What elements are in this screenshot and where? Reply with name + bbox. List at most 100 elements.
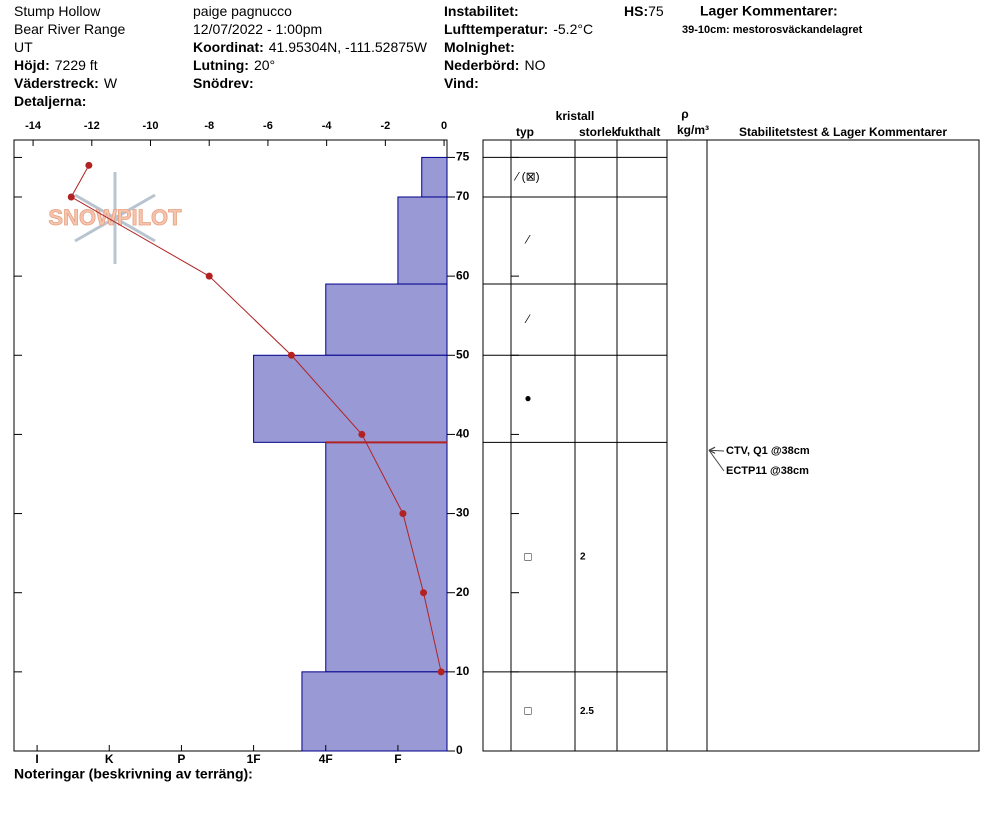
y-tick-label: 60 <box>456 268 470 282</box>
field-label: Lutning: <box>193 57 249 73</box>
y-tick-label: 20 <box>456 585 470 599</box>
field-label: 39-10cm: <box>682 24 730 36</box>
col-density: kg/m³ <box>677 123 709 137</box>
logo-text: SNOWPILOT <box>48 205 182 230</box>
grain-type: □ <box>524 549 531 563</box>
grain-type: ⁄ <box>524 312 531 326</box>
grain-type: □ <box>524 704 531 718</box>
header-field: Vind: <box>444 75 479 91</box>
hardness-tick-label: 1F <box>247 752 261 766</box>
field-value: Bear River Range <box>14 21 125 37</box>
hardness-tick-label: I <box>35 752 38 766</box>
header-field: Höjd: 7229 ft <box>14 57 98 73</box>
x-tick-label: -2 <box>380 120 390 132</box>
field-value: Stump Hollow <box>14 3 101 19</box>
field-value: UT <box>14 39 33 55</box>
y-tick-label: 40 <box>456 427 470 441</box>
header-field: Nederbörd: NO <box>444 57 546 73</box>
temperature-point <box>205 272 213 280</box>
y-tick-label: 70 <box>456 189 470 203</box>
col-type: typ <box>516 125 534 139</box>
y-tick-label: 75 <box>456 150 470 164</box>
temperature-line <box>70 165 442 672</box>
grain-size: 2 <box>580 552 586 563</box>
grain-size: 2.5 <box>580 706 594 717</box>
field-label: Lufttemperatur: <box>444 21 548 37</box>
field-label: Höjd: <box>14 57 50 73</box>
y-tick-label: 10 <box>456 664 470 678</box>
header-field: Detaljerna: <box>14 93 86 109</box>
hardness-tick-label: P <box>177 752 185 766</box>
header-field: HS:75 <box>624 3 664 19</box>
y-tick-label: 50 <box>456 347 470 361</box>
header-field: Snödrev: <box>193 75 254 91</box>
field-value: 7229 ft <box>55 57 98 73</box>
field-label: Snödrev: <box>193 75 254 91</box>
temperature-point <box>358 430 366 438</box>
hardness-tick-label: K <box>105 752 114 766</box>
temperature-point <box>420 589 428 597</box>
header-field: UT <box>14 39 33 55</box>
field-label: Instabilitet: <box>444 3 519 19</box>
layer-bar <box>325 283 448 356</box>
header-field: Bear River Range <box>14 21 125 37</box>
layer-bar <box>397 196 448 285</box>
col-moisture: fukthalt <box>617 125 660 139</box>
col-tests: Stabilitetstest & Lager Kommentarer <box>739 125 947 139</box>
x-tick-label: -12 <box>84 120 100 132</box>
header-field: Molnighet: <box>444 39 515 55</box>
table-frame <box>482 139 980 752</box>
grain-type: ⁄ (⊠) <box>513 169 539 183</box>
field-label: Väderstreck: <box>14 75 99 91</box>
grain-type: ⁄ <box>524 233 531 247</box>
header-field: Lutning: 20° <box>193 57 275 73</box>
hardness-tick-label: 4F <box>319 752 333 766</box>
field-label: Nederbörd: <box>444 57 519 73</box>
field-value: 41.95304N, -111.52875W <box>269 39 428 55</box>
col-size: storlek <box>579 125 619 139</box>
header-field: paige pagnucco <box>193 3 292 19</box>
field-value: 12/07/2022 - 1:00pm <box>193 21 322 37</box>
layer-bar <box>421 156 448 198</box>
field-label: Koordinat: <box>193 39 264 55</box>
arrow-head <box>708 446 716 454</box>
field-label: Detaljerna: <box>14 93 86 109</box>
header-field: Väderstreck: W <box>14 75 118 91</box>
header-field: Instabilitet: <box>444 3 519 19</box>
temperature-point <box>67 193 75 201</box>
col-rho: ρ <box>681 107 688 121</box>
x-tick-label: -14 <box>25 120 42 132</box>
field-value: 20° <box>254 57 275 73</box>
temperature-point <box>85 161 93 169</box>
test-arrow <box>708 449 725 452</box>
table-columns <box>510 140 708 751</box>
layer-bar <box>253 354 448 443</box>
hardness-tick-label: F <box>394 752 401 766</box>
logo <box>74 172 156 264</box>
col-crystal: kristall <box>556 109 595 123</box>
field-value: paige pagnucco <box>193 3 292 19</box>
header-field: Stump Hollow <box>14 3 101 19</box>
field-value: W <box>104 75 118 91</box>
layer-bar <box>325 441 448 673</box>
grain-type: ● <box>524 391 531 405</box>
field-value: -5.2°C <box>553 21 593 37</box>
notes-title: Noteringar (beskrivning av terräng): <box>14 766 253 782</box>
x-tick-label: 0 <box>441 120 447 132</box>
x-tick-label: -8 <box>204 120 214 132</box>
field-label: Vind: <box>444 75 479 91</box>
stability-test: CTV, Q1 @38cm <box>726 445 810 457</box>
stability-test: ECTP11 @38cm <box>726 465 809 477</box>
field-value: 75 <box>648 3 664 19</box>
header-field: 12/07/2022 - 1:00pm <box>193 21 322 37</box>
layer-bar <box>301 671 448 752</box>
temperature-point <box>399 510 407 518</box>
y-tick-label: 30 <box>456 506 470 520</box>
layer-comments-title: Lager Kommentarer: <box>700 3 838 19</box>
test-arrow <box>708 449 725 472</box>
temperature-point <box>437 668 445 676</box>
header-field: Koordinat: 41.95304N, -111.52875W <box>193 39 428 55</box>
header-field: 39-10cm: mestorosväckandelagret <box>682 24 863 36</box>
field-value: mestorosväckandelagret <box>733 24 863 36</box>
